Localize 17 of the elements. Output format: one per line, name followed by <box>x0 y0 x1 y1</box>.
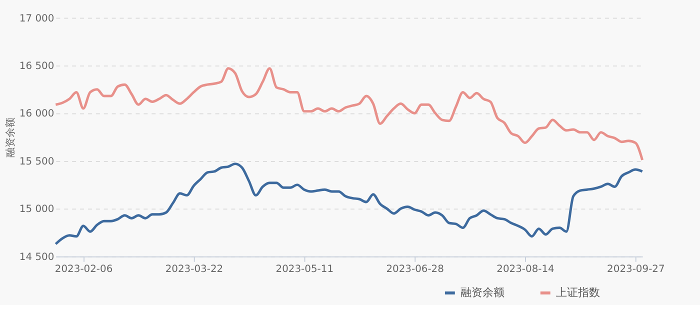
y-tick-label: 16 000 <box>19 108 54 120</box>
x-tick-label: 2023-09-27 <box>607 264 665 275</box>
y-tick-label: 16 500 <box>19 60 54 72</box>
x-tick-label: 2023-08-14 <box>496 264 554 275</box>
x-tick-label: 2023-05-11 <box>276 264 334 275</box>
y-tick-label: 14 500 <box>19 252 54 263</box>
line-series <box>54 67 644 162</box>
legend-label: 融资余额 <box>460 286 504 299</box>
y-tick-label: 17 000 <box>19 13 54 24</box>
x-tick-label: 2023-02-06 <box>54 264 113 275</box>
y-axis-title: 融资余额 <box>4 118 16 158</box>
y-tick-label: 15 500 <box>19 156 54 168</box>
line-series <box>54 162 644 246</box>
y-tick-label: 15 000 <box>19 204 54 216</box>
x-tick-label: 2023-03-22 <box>165 264 224 275</box>
x-tick-label: 2023-06-28 <box>386 264 444 275</box>
legend-label: 上证指数 <box>556 286 600 299</box>
